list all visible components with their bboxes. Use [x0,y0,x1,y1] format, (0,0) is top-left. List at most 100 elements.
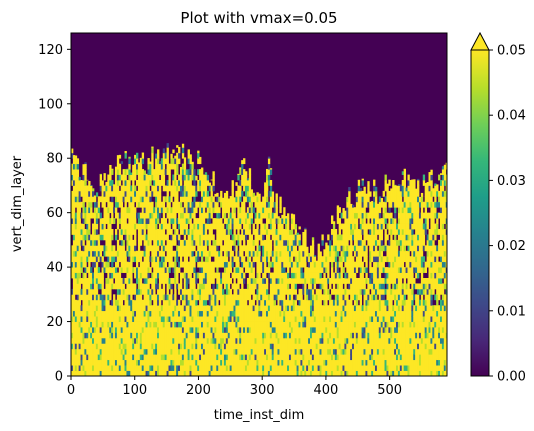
heatmap-cell [313,370,317,376]
heatmap-cell [323,321,326,328]
heatmap-cell [143,283,146,290]
heatmap-cell [298,261,301,268]
heatmap-cell [136,261,139,268]
heatmap-cell [206,359,210,366]
heatmap-cell [223,359,227,366]
heatmap-cell [237,239,240,246]
heatmap-cell [244,310,248,317]
heatmap-cell [223,229,227,235]
heatmap-cell [158,229,162,235]
heatmap-cell [237,185,240,192]
heatmap-cell [181,261,185,268]
heatmap-cell [233,354,236,361]
heatmap-cell [321,234,324,241]
heatmap-cell [143,170,146,175]
heatmap-cell [206,180,210,186]
heatmap-cell [120,327,124,333]
heatmap-cell [331,256,334,263]
heatmap-cell [210,179,213,181]
heatmap-cell [329,283,332,290]
heatmap-cell [141,229,145,235]
heatmap-cell [84,162,87,165]
heatmap-cell [288,250,292,257]
heatmap-cell [264,261,267,268]
heatmap-cell [151,169,154,175]
heatmap-cell [252,332,255,339]
heatmap-cell [262,267,265,273]
heatmap-cell [130,239,133,246]
heatmap-cell [191,283,194,290]
heatmap-cell [130,272,133,279]
heatmap-cell [178,239,181,246]
heatmap-cell [288,299,292,306]
heatmap-cell [95,212,99,219]
heatmap-cell [204,316,208,322]
heatmap-cell [132,316,135,322]
heatmap-cell [88,272,91,279]
heatmap-cell [256,201,259,208]
heatmap-cell [250,359,254,366]
heatmap-cell [363,186,366,192]
heatmap-cell [323,261,326,268]
heatmap-cell [229,359,232,366]
heatmap-cell [145,327,148,333]
heatmap-cell [99,354,102,361]
heatmap-cell [136,278,139,284]
heatmap-cell [157,354,160,361]
heatmap-cell [162,234,166,241]
heatmap-cell [220,310,223,317]
heatmap-cell [86,245,89,252]
heatmap-cell [93,327,97,333]
heatmap-cell [111,310,114,317]
heatmap-cell [187,288,190,295]
heatmap-cell [252,192,255,197]
heatmap-cell [239,272,242,279]
heatmap-cell [267,158,271,165]
heatmap-cell [208,343,211,350]
heatmap-cell [317,316,320,322]
heatmap-cell [118,196,122,203]
heatmap-cell [338,359,341,366]
heatmap-cell [78,294,81,301]
heatmap-cell [348,288,351,295]
heatmap-cell [277,272,280,279]
heatmap-cell [145,218,148,224]
heatmap-cell [212,261,215,268]
heatmap-cell [300,365,303,371]
heatmap-cell [149,294,152,301]
heatmap-cell [93,278,97,284]
heatmap-cell [208,327,211,333]
heatmap-cell [344,223,347,230]
heatmap-cell [111,229,114,235]
heatmap-cell [147,212,150,219]
heatmap-cell [199,321,202,328]
heatmap-cell [201,310,204,317]
heatmap-cell [132,343,135,350]
heatmap-cell [285,332,288,339]
heatmap-cell [361,212,364,219]
heatmap-cell [235,288,238,295]
heatmap-cell [151,310,154,317]
heatmap-cell [325,283,328,290]
heatmap-cell [241,190,244,197]
heatmap-cell [95,310,99,317]
heatmap-cell [120,234,124,241]
heatmap-cell [201,239,204,246]
heatmap-cell [315,348,319,355]
heatmap-cell [145,250,148,257]
heatmap-cell [122,370,125,376]
heatmap-cell [294,332,297,339]
heatmap-cell [170,239,173,246]
heatmap-cell [202,212,206,219]
heatmap-cell [252,294,255,301]
heatmap-cell [101,305,104,312]
heatmap-cell [183,294,187,301]
heatmap-cell [222,212,225,219]
heatmap-cell [361,272,364,279]
heatmap-cell [252,239,255,246]
heatmap-cell [151,321,154,328]
heatmap-cell [262,223,265,230]
heatmap-cell [103,201,106,208]
heatmap-cell [311,299,315,306]
heatmap-cell [191,207,194,214]
